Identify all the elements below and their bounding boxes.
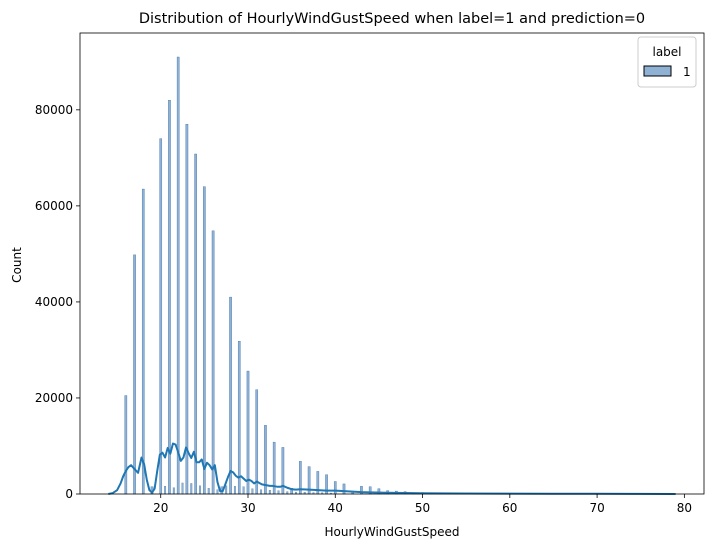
histogram-bar (246, 370, 250, 495)
histogram-bar (194, 153, 197, 495)
histogram-bar (133, 254, 136, 495)
y-tick-label: 40000 (35, 295, 73, 309)
histogram-bar (203, 186, 206, 495)
y-tick-label: 0 (65, 487, 73, 501)
histogram-bar (277, 490, 280, 495)
y-tick-label: 20000 (35, 391, 73, 405)
histogram-bar (260, 489, 263, 495)
histogram-bar (159, 138, 163, 495)
histogram-bar (168, 100, 171, 495)
histogram-bar (251, 488, 254, 495)
x-tick-label: 40 (328, 501, 343, 515)
y-tick-label: 60000 (35, 199, 73, 213)
legend: label 1 (637, 36, 697, 88)
y-axis-label: Count (10, 247, 24, 283)
x-tick-label: 30 (240, 501, 255, 515)
chart-title: Distribution of HourlyWindGustSpeed when… (139, 11, 645, 27)
histogram-bar (190, 483, 193, 495)
histogram-bar (211, 230, 215, 495)
kde-layer (108, 442, 676, 495)
histogram-bar (207, 488, 210, 495)
histogram-bar (333, 481, 337, 495)
plot-frame (79, 32, 705, 495)
kde-line (108, 442, 676, 495)
histogram-bar (176, 56, 180, 495)
legend-entry-label: 1 (683, 65, 691, 79)
histogram-bar (199, 485, 201, 495)
histogram-bar (124, 395, 128, 495)
histogram-bar (216, 489, 219, 495)
histogram-bar (141, 188, 145, 495)
legend-title: label (652, 45, 681, 59)
histogram-bar (181, 482, 184, 495)
x-tick-label: 70 (589, 501, 604, 515)
x-tick-label: 80 (677, 501, 692, 515)
axes-layer: 20 30 40 50 60 70 80 0 20000 40000 60000 80000 (35, 32, 705, 515)
histogram-bar (225, 485, 228, 495)
x-tick-label: 50 (415, 501, 430, 515)
histogram-bar (229, 296, 232, 495)
x-axis-label: HourlyWindGustSpeed (325, 525, 460, 539)
y-tick-label: 80000 (35, 103, 73, 117)
histogram-bar (172, 487, 175, 495)
histogram-bar (268, 490, 271, 495)
bars-layer (124, 56, 669, 495)
histogram-bar (185, 124, 189, 495)
x-tick-label: 20 (153, 501, 168, 515)
x-tick-label: 60 (502, 501, 517, 515)
histogram-bar (237, 341, 241, 495)
histogram-bar (255, 389, 259, 495)
histogram-bar (342, 483, 346, 495)
histogram-bar (242, 486, 245, 495)
legend-swatch (643, 65, 672, 77)
histogram-bar (264, 425, 267, 495)
histogram-bar (164, 486, 167, 495)
histogram-bar (233, 486, 236, 495)
